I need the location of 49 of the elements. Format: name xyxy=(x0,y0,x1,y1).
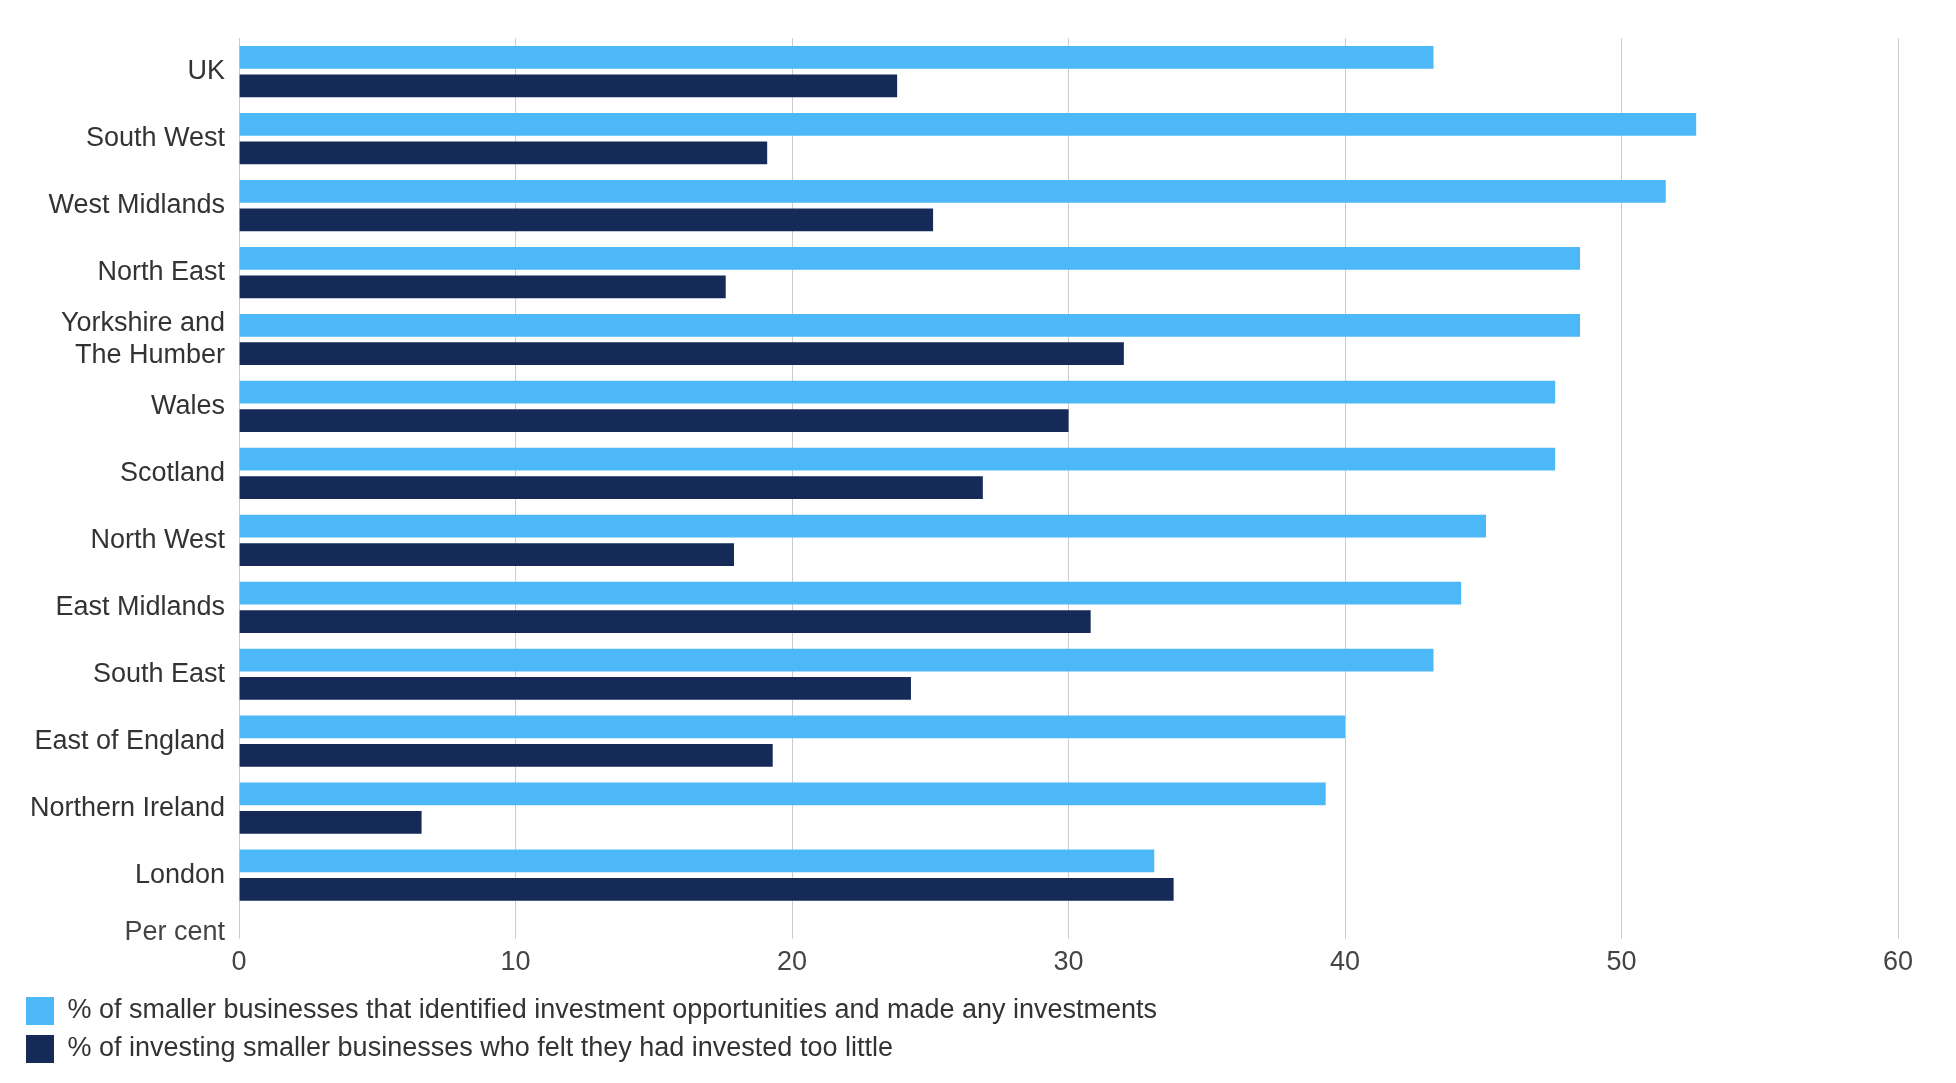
bar xyxy=(239,514,1487,538)
y-tick-label: West Midlands xyxy=(48,189,226,220)
bar xyxy=(239,811,422,834)
bar xyxy=(239,877,1174,901)
bar xyxy=(239,543,735,566)
bar xyxy=(239,246,1581,270)
bar xyxy=(239,677,911,700)
y-tick-label: North West xyxy=(90,523,226,554)
bar xyxy=(239,380,1556,404)
bar xyxy=(239,342,1124,366)
x-tick-label: 40 xyxy=(1330,946,1361,977)
bar xyxy=(239,113,1697,136)
y-tick-label: UK xyxy=(187,55,226,86)
bar xyxy=(239,715,1346,739)
bar xyxy=(239,782,1326,806)
y-tick-label: South West xyxy=(86,122,226,153)
y-tick-label: London xyxy=(134,858,226,889)
x-axis-title: Per cent xyxy=(124,915,226,946)
bar xyxy=(239,179,1666,203)
bar xyxy=(239,476,983,500)
bar xyxy=(239,208,934,232)
y-tick-label: Yorkshire and The Humber xyxy=(60,306,226,370)
x-tick-label: 0 xyxy=(231,946,247,977)
legend-label: % of smaller businesses that identified investment opportunities and made any investments xyxy=(67,994,1158,1025)
y-tick-label: Wales xyxy=(151,389,226,420)
bar xyxy=(239,46,1434,69)
bar xyxy=(239,849,1155,873)
y-tick-label: North East xyxy=(97,255,226,286)
bar xyxy=(239,610,1091,633)
bar xyxy=(239,409,1069,433)
bar xyxy=(239,275,726,299)
bar xyxy=(239,313,1581,337)
bar xyxy=(239,648,1434,672)
bar xyxy=(239,141,768,165)
legend-label: % of investing smaller businesses who felt they had invested too little xyxy=(67,1032,893,1063)
y-tick-label: Scotland xyxy=(120,456,226,487)
x-tick-label: 10 xyxy=(500,946,531,977)
y-tick-label: Northern Ireland xyxy=(29,791,226,822)
bar xyxy=(239,447,1556,471)
y-tick-label: South East xyxy=(93,657,226,688)
y-tick-label: East of England xyxy=(34,724,226,755)
x-tick-label: 20 xyxy=(777,946,808,977)
y-tick-label: East Midlands xyxy=(55,590,226,621)
x-tick-label: 30 xyxy=(1053,946,1084,977)
x-tick-label: 60 xyxy=(1882,946,1914,977)
bar xyxy=(239,581,1462,605)
bar xyxy=(239,74,898,98)
x-tick-label: 50 xyxy=(1606,946,1637,977)
bar xyxy=(239,744,773,767)
